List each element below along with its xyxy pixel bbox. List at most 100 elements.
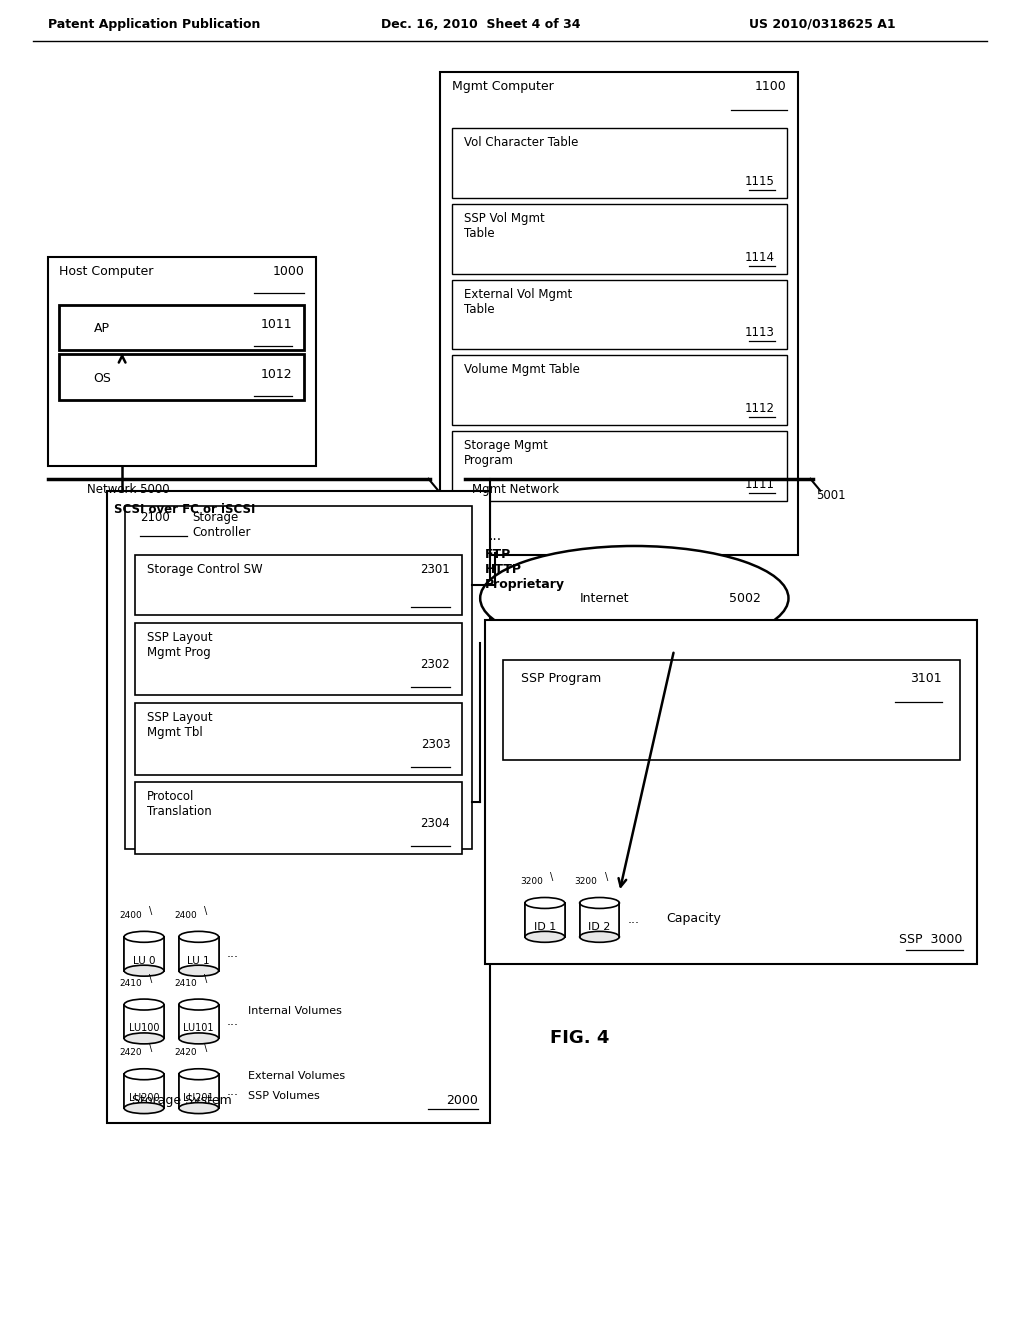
Text: SSP Program: SSP Program [521,672,601,685]
Bar [124,1074,164,1107]
Bar [453,203,786,273]
Bar [525,903,564,937]
Text: $\backslash$: $\backslash$ [549,870,554,883]
Text: LU201: LU201 [183,1093,214,1104]
Text: 1113: 1113 [744,326,774,339]
Text: Network 5000: Network 5000 [87,483,170,496]
Ellipse shape [179,965,218,977]
Bar [59,354,304,400]
Text: Internal Volumes: Internal Volumes [249,1006,342,1015]
Ellipse shape [124,1034,164,1044]
Text: Mgmt Computer: Mgmt Computer [453,81,554,94]
Text: 3101: 3101 [910,672,942,685]
Text: LU200: LU200 [129,1093,160,1104]
Text: Vol Character Table: Vol Character Table [464,136,579,149]
Bar [108,491,490,1123]
Text: SSP Layout
Mgmt Prog: SSP Layout Mgmt Prog [147,631,213,659]
Text: 1011: 1011 [260,318,292,331]
Text: $\backslash$: $\backslash$ [148,1041,154,1055]
Text: 2420: 2420 [174,1048,197,1057]
Text: ...: ... [488,528,502,543]
Bar [47,256,316,466]
Ellipse shape [480,546,788,651]
Text: 2410: 2410 [119,978,142,987]
Ellipse shape [124,932,164,942]
Bar [135,623,462,694]
Text: $\backslash$: $\backslash$ [148,972,154,985]
Text: 2100: 2100 [140,511,170,524]
Text: 1114: 1114 [744,251,774,264]
Bar [503,660,959,759]
Ellipse shape [124,965,164,977]
Ellipse shape [124,1102,164,1114]
Bar [135,702,462,775]
Text: 2304: 2304 [421,817,451,830]
Ellipse shape [580,932,620,942]
Text: LU101: LU101 [183,1023,214,1034]
Text: ...: ... [226,1085,239,1098]
Text: 5002: 5002 [729,591,761,605]
Ellipse shape [525,898,564,908]
Text: ID 1: ID 1 [534,921,556,932]
Text: 1012: 1012 [260,368,292,381]
Text: Dec. 16, 2010  Sheet 4 of 34: Dec. 16, 2010 Sheet 4 of 34 [381,17,581,30]
Ellipse shape [124,1069,164,1080]
Ellipse shape [179,1102,218,1114]
Ellipse shape [179,1069,218,1080]
Text: ...: ... [628,913,639,927]
Bar [440,73,799,556]
Bar [580,903,620,937]
Text: FTP
HTTP
Proprietary: FTP HTTP Proprietary [485,549,565,591]
Bar [179,1074,218,1107]
Ellipse shape [179,999,218,1010]
Text: Protocol
Translation: Protocol Translation [147,791,212,818]
Text: SSP Layout
Mgmt Tbl: SSP Layout Mgmt Tbl [147,710,213,739]
Text: ...: ... [226,948,239,960]
Text: $\backslash$: $\backslash$ [203,1041,208,1055]
Ellipse shape [525,932,564,942]
Text: $\backslash$: $\backslash$ [203,972,208,985]
Ellipse shape [179,1034,218,1044]
Text: Storage Mgmt
Program: Storage Mgmt Program [464,440,548,467]
Text: SSP  3000: SSP 3000 [899,933,963,946]
Text: AP: AP [94,322,111,335]
Text: 3200: 3200 [574,876,598,886]
Bar [179,1005,218,1039]
Ellipse shape [124,999,164,1010]
Text: 3200: 3200 [520,876,543,886]
Text: $\backslash$: $\backslash$ [203,904,208,917]
Text: 1000: 1000 [272,265,304,277]
Ellipse shape [179,932,218,942]
Text: External Vol Mgmt
Table: External Vol Mgmt Table [464,288,572,315]
Bar [125,506,472,849]
Text: Capacity: Capacity [667,912,721,925]
Text: External Volumes: External Volumes [249,1072,345,1081]
Text: 2000: 2000 [446,1094,478,1107]
Text: Internet: Internet [580,591,629,605]
Text: 2303: 2303 [421,738,451,751]
Ellipse shape [580,898,620,908]
Bar [453,355,786,425]
Text: 1100: 1100 [755,81,786,94]
Bar [485,620,978,964]
Text: Host Computer: Host Computer [59,265,154,277]
Text: 2301: 2301 [421,564,451,577]
Text: 1115: 1115 [744,176,774,187]
Text: 1111: 1111 [744,478,774,491]
Text: LU100: LU100 [129,1023,160,1034]
Text: 2410: 2410 [174,978,197,987]
Text: LU 1: LU 1 [187,956,210,966]
Bar [124,1005,164,1039]
Text: Storage Control SW: Storage Control SW [147,564,262,577]
Bar [135,783,462,854]
Text: ID 2: ID 2 [589,921,610,932]
Text: 2400: 2400 [174,911,197,920]
Text: $\backslash$: $\backslash$ [148,904,154,917]
Text: 1112: 1112 [744,403,774,414]
Bar [135,556,462,615]
Text: 2400: 2400 [119,911,142,920]
Text: 5001: 5001 [816,488,846,502]
Text: Mgmt Network: Mgmt Network [472,483,559,496]
Text: Storage System: Storage System [132,1094,231,1107]
Text: OS: OS [93,372,112,384]
